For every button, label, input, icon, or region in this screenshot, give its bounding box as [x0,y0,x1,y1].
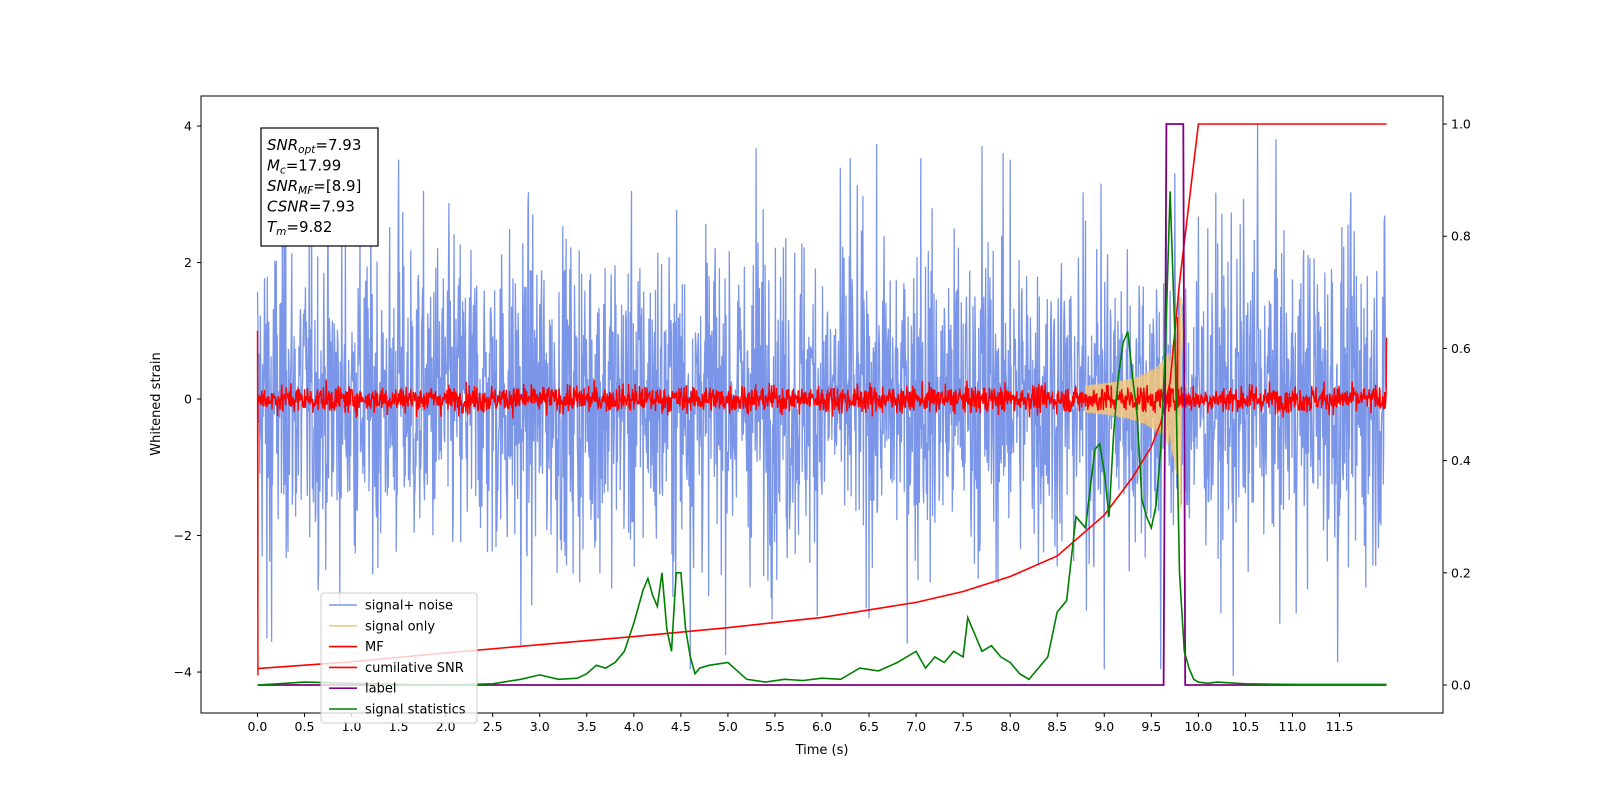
x-tick-label: 3.0 [530,719,550,734]
y-axis-label: Whitened strain [149,352,164,455]
y-left-tick-label: 2 [184,255,192,270]
legend-frame [320,592,478,724]
series-signal-statistics [257,191,1387,686]
info-box-line: SNRMF=[8.9] [267,177,361,197]
x-tick-label: 11.0 [1279,719,1307,734]
x-tick-label: 6.0 [812,719,832,734]
legend-label: signal statistics [365,703,466,718]
y-right-tick-label: 0.8 [1451,229,1471,244]
legend-label: cumilative SNR [365,661,464,676]
series-mf [256,317,1388,676]
series-label [257,123,1387,686]
legend-label: signal+ noise [365,599,453,614]
y-right-tick-label: 0.6 [1451,341,1471,356]
series-signal-noise [256,124,1388,677]
legend-label: label [365,682,396,697]
x-tick-label: 0.5 [295,719,315,734]
x-tick-label: 9.5 [1141,719,1161,734]
info-box-line: CSNR=7.93 [267,198,355,216]
y-left-tick-label: 0 [184,392,192,407]
x-tick-label: 5.5 [765,719,785,734]
legend: signal+ noise signal only MF cumilative SNR… [320,592,478,724]
info-box-line: SNRopt=7.93 [267,136,361,156]
y-right-tick-label: 0.4 [1451,453,1471,468]
info-box-frame [260,127,379,247]
x-tick-label: 0.0 [248,719,268,734]
x-tick-label: 2.5 [483,719,503,734]
y-right-tick-label: 0.2 [1451,565,1471,580]
series-cumulative-snr [257,123,1387,670]
legend-label: signal only [365,619,435,634]
info-box-line: Tm=9.82 [267,218,332,238]
x-tick-label: 3.5 [577,719,597,734]
x-tick-label: 4.5 [671,719,691,734]
x-tick-label: 8.5 [1047,719,1067,734]
y-left-tick-label: −2 [174,528,192,543]
x-tick-label: 10.0 [1184,719,1212,734]
x-tick-label: 11.5 [1326,719,1354,734]
y-right-tick-label: 1.0 [1451,117,1471,132]
x-tick-label: 9.0 [1094,719,1114,734]
x-tick-label: 4.0 [624,719,644,734]
plot-area [256,123,1388,686]
x-axis-label: Time (s) [795,743,849,758]
y-left-tick-label: −4 [174,665,192,680]
x-tick-label: 7.0 [906,719,926,734]
legend-label: MF [365,640,384,655]
x-tick-label: 10.5 [1231,719,1259,734]
x-tick-label: 8.0 [1000,719,1020,734]
y-left-tick-label: 4 [184,119,192,134]
info-box-line: Mc=17.99 [267,157,341,177]
x-tick-label: 5.0 [718,719,738,734]
y-right-tick-label: 0.0 [1451,677,1471,692]
x-tick-label: 7.5 [953,719,973,734]
x-tick-label: 6.5 [859,719,879,734]
